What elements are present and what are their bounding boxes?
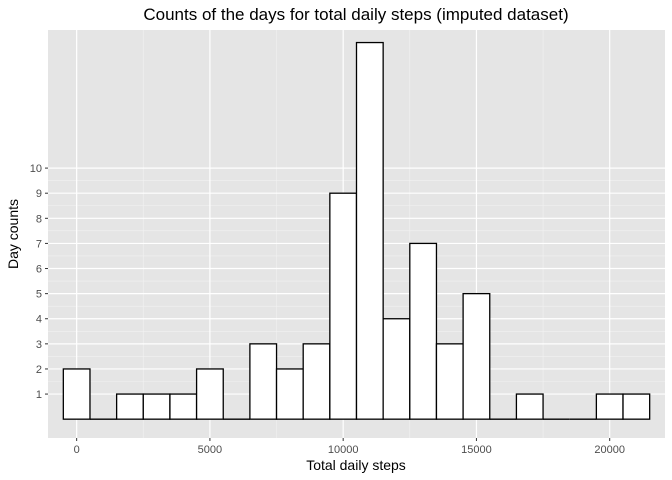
x-tick-label: 5000: [198, 444, 222, 456]
y-tick-label: 3: [36, 339, 42, 351]
histogram-bar: [515, 393, 544, 420]
y-tick-label: 7: [36, 238, 42, 250]
y-tick-label: 8: [36, 213, 42, 225]
histogram-bar: [329, 192, 358, 420]
x-tick-label: 15000: [461, 444, 492, 456]
y-axis-title: Day counts: [5, 199, 21, 269]
y-axis-ticks: 1 2 3 4 5 6 7 8 9 10: [30, 163, 48, 401]
histogram-bar: [435, 343, 464, 420]
histogram-bar: [595, 393, 624, 420]
y-tick-label: 1: [36, 389, 42, 401]
x-axis-title: Total daily steps: [306, 457, 406, 473]
histogram-bar: [275, 368, 304, 420]
histogram-bar: [249, 343, 278, 420]
histogram-bar: [169, 393, 198, 420]
histogram-bar: [115, 393, 144, 420]
histogram-bars: [62, 41, 651, 420]
histogram-bar: [622, 393, 651, 420]
y-tick-label: 4: [36, 314, 42, 326]
chart-title: Counts of the days for total daily steps…: [143, 5, 568, 24]
x-tick-label: 0: [74, 444, 80, 456]
y-tick-label: 9: [36, 188, 42, 200]
histogram-bar: [142, 393, 171, 420]
y-tick-label: 10: [30, 163, 42, 175]
histogram-bar: [409, 242, 438, 420]
x-tick-label: 10000: [328, 444, 359, 456]
histogram-bar: [302, 343, 331, 420]
y-tick-label: 6: [36, 264, 42, 276]
x-axis-ticks: 0 5000 10000 15000 20000: [74, 438, 625, 456]
histogram-bar: [195, 368, 224, 420]
histogram-bar: [355, 41, 384, 420]
histogram-bar: [382, 318, 411, 420]
y-tick-label: 2: [36, 364, 42, 376]
histogram-bar: [62, 368, 91, 420]
histogram-bar: [462, 292, 491, 420]
x-tick-label: 20000: [594, 444, 625, 456]
y-tick-label: 5: [36, 289, 42, 301]
